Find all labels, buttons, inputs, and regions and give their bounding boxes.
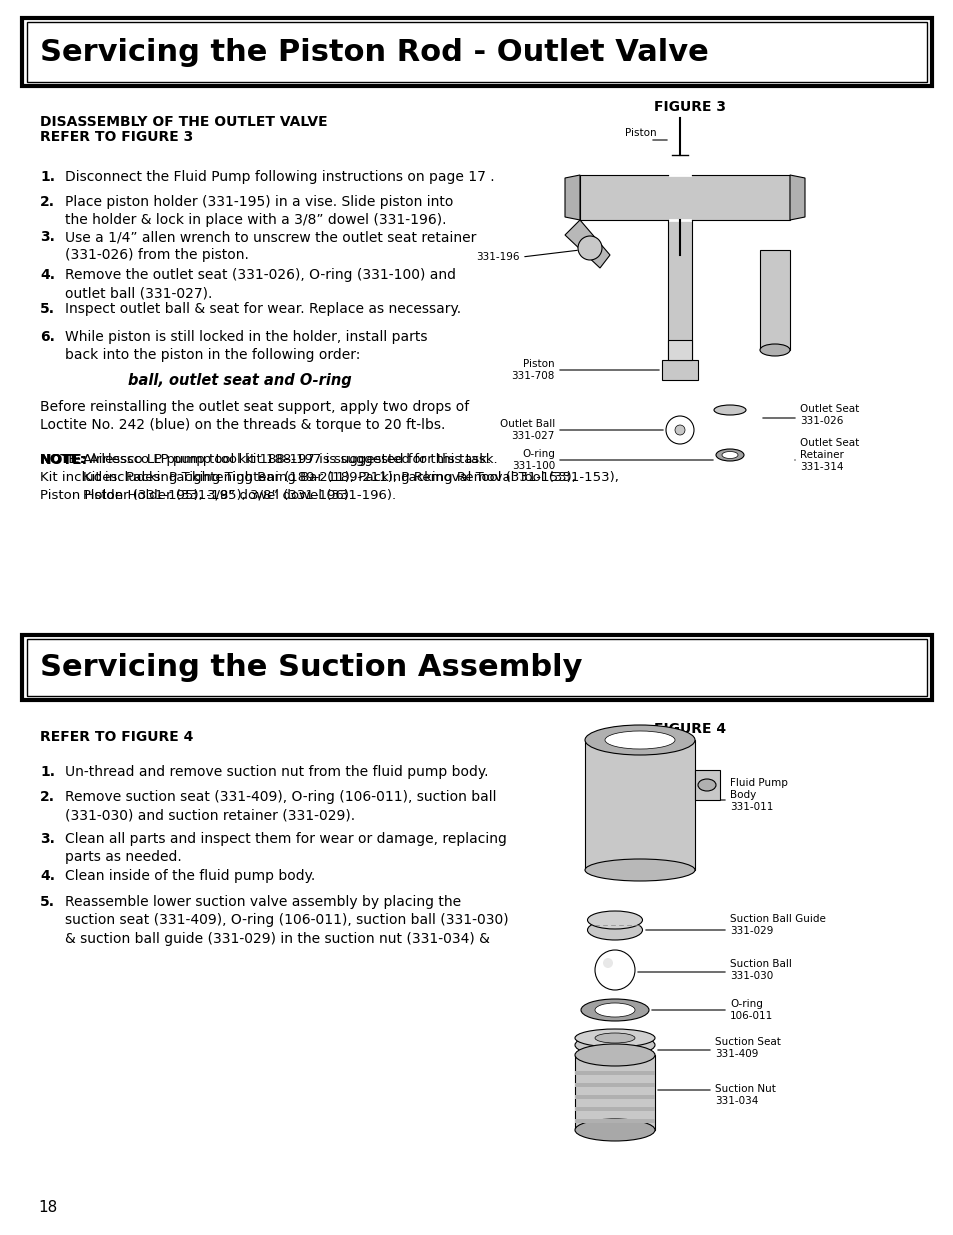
Polygon shape [789, 175, 804, 220]
Ellipse shape [587, 911, 641, 929]
Text: 6.: 6. [40, 330, 55, 345]
Text: 3.: 3. [40, 230, 55, 245]
Polygon shape [579, 175, 789, 220]
Bar [760, 249, 789, 350]
Text: 1.: 1. [40, 764, 55, 779]
Text: Servicing the Piston Rod - Outlet Valve: Servicing the Piston Rod - Outlet Valve [40, 37, 708, 67]
Ellipse shape [716, 450, 743, 461]
Ellipse shape [760, 345, 789, 356]
Ellipse shape [580, 999, 648, 1021]
Text: Inspect outlet ball & seat for wear. Replace as necessary.: Inspect outlet ball & seat for wear. Rep… [65, 303, 460, 316]
Ellipse shape [575, 1034, 655, 1056]
Text: 3.: 3. [40, 832, 55, 846]
Text: 2.: 2. [40, 790, 55, 804]
Bar [667, 220, 691, 359]
Ellipse shape [575, 1044, 655, 1066]
Text: NOTE:  Airlessco LP pump tool kit 188-197 is suggested for this task.
Kit includ: NOTE: Airlessco LP pump tool kit 188-197… [40, 453, 576, 501]
Ellipse shape [604, 731, 675, 748]
Text: While piston is still locked in the holder, install parts
back into the piston i: While piston is still locked in the hold… [65, 330, 427, 362]
Text: DISASSEMBLY OF THE OUTLET VALVE: DISASSEMBLY OF THE OUTLET VALVE [40, 115, 327, 128]
Ellipse shape [575, 1029, 655, 1047]
Ellipse shape [584, 725, 695, 755]
Text: Remove the outlet seat (331-026), O-ring (331-100) and
outlet ball (331-027).: Remove the outlet seat (331-026), O-ring… [65, 268, 456, 300]
Text: REFER TO FIGURE 3: REFER TO FIGURE 3 [40, 130, 193, 144]
Text: Place piston holder (331-195) in a vise. Slide piston into
the holder & lock in : Place piston holder (331-195) in a vise.… [65, 195, 453, 227]
Text: Clean all parts and inspect them for wear or damage, replacing
parts as needed.: Clean all parts and inspect them for wea… [65, 832, 506, 864]
Bar [584, 740, 695, 869]
Ellipse shape [698, 779, 716, 790]
Bar [22, 635, 931, 700]
Bar [575, 1071, 655, 1074]
Text: Suction Nut
331-034: Suction Nut 331-034 [714, 1084, 775, 1107]
Text: Use a 1/4” allen wrench to unscrew the outlet seat retainer
(331-026) from the p: Use a 1/4” allen wrench to unscrew the o… [65, 230, 476, 262]
Circle shape [595, 950, 635, 990]
Text: Disconnect the Fluid Pump following instructions on page 17 .: Disconnect the Fluid Pump following inst… [65, 170, 494, 184]
Text: Remove suction seat (331-409), O-ring (106-011), suction ball
(331-030) and suct: Remove suction seat (331-409), O-ring (1… [65, 790, 496, 823]
Bar [575, 1107, 655, 1112]
Bar [667, 340, 691, 359]
Ellipse shape [584, 860, 695, 881]
Text: Un-thread and remove suction nut from the fluid pump body.: Un-thread and remove suction nut from th… [65, 764, 488, 779]
Bar [575, 1055, 655, 1130]
Text: 1.: 1. [40, 170, 55, 184]
Text: Clean inside of the fluid pump body.: Clean inside of the fluid pump body. [65, 869, 314, 883]
Text: REFER TO FIGURE 4: REFER TO FIGURE 4 [40, 730, 193, 743]
Text: 4.: 4. [40, 869, 55, 883]
Text: Before reinstalling the outlet seat support, apply two drops of
Loctite No. 242 : Before reinstalling the outlet seat supp… [40, 400, 469, 432]
Text: NOTE:: NOTE: [40, 453, 88, 467]
Text: Outlet Seat
Retainer
331-314: Outlet Seat Retainer 331-314 [800, 437, 859, 473]
Bar [575, 1083, 655, 1087]
Text: Suction Ball
331-030: Suction Ball 331-030 [729, 958, 791, 981]
Text: Piston: Piston [624, 128, 656, 138]
Text: O-ring
106-011: O-ring 106-011 [729, 999, 773, 1021]
Text: Servicing the Suction Assembly: Servicing the Suction Assembly [40, 653, 582, 682]
Text: FIGURE 3: FIGURE 3 [654, 100, 725, 114]
Text: 2.: 2. [40, 195, 55, 209]
Ellipse shape [587, 920, 641, 940]
Ellipse shape [595, 1032, 635, 1044]
Ellipse shape [595, 1003, 635, 1016]
Circle shape [578, 236, 601, 261]
Text: Suction Ball Guide
331-029: Suction Ball Guide 331-029 [729, 914, 825, 936]
Text: Airlessco LP pump tool kit 188-197 is suggested for this task.
Kit includes: Pac: Airlessco LP pump tool kit 188-197 is su… [83, 453, 618, 501]
Circle shape [602, 958, 613, 968]
Ellipse shape [713, 405, 745, 415]
Circle shape [675, 425, 684, 435]
Text: O-ring
331-100: O-ring 331-100 [511, 448, 555, 472]
Bar [695, 769, 720, 800]
Text: Outlet Ball
331-027: Outlet Ball 331-027 [499, 419, 555, 441]
Text: NOTE:  Airlessco LP pump tool kit 188-197 is suggested for this task.
Kit includ: NOTE: Airlessco LP pump tool kit 188-197… [40, 453, 576, 500]
Bar [575, 1095, 655, 1099]
Text: NOTE:: NOTE: [40, 453, 86, 466]
Text: FIGURE 4: FIGURE 4 [653, 722, 725, 736]
Text: 18: 18 [38, 1200, 57, 1215]
Bar [575, 1119, 655, 1123]
Bar [22, 19, 931, 86]
Text: 5.: 5. [40, 303, 55, 316]
Text: ball, outlet seat and O-ring: ball, outlet seat and O-ring [128, 373, 352, 388]
Text: Outlet Seat
331-026: Outlet Seat 331-026 [800, 404, 859, 426]
Polygon shape [564, 220, 609, 268]
Ellipse shape [721, 452, 738, 458]
Ellipse shape [575, 1119, 655, 1141]
Circle shape [665, 416, 693, 445]
Text: 5.: 5. [40, 895, 55, 909]
Polygon shape [564, 175, 579, 220]
Text: 4.: 4. [40, 268, 55, 282]
Text: Fluid Pump
Body
331-011: Fluid Pump Body 331-011 [729, 778, 787, 813]
Text: 331-196: 331-196 [476, 252, 519, 262]
Text: Reassemble lower suction valve assembly by placing the
suction seat (331-409), O: Reassemble lower suction valve assembly … [65, 895, 508, 946]
Text: 331-195: 331-195 [720, 183, 762, 193]
Text: Suction Seat
331-409: Suction Seat 331-409 [714, 1037, 781, 1060]
Bar [27, 22, 926, 82]
Bar [661, 359, 698, 380]
Bar [27, 638, 926, 697]
Text: Piston
331-708: Piston 331-708 [511, 359, 555, 382]
